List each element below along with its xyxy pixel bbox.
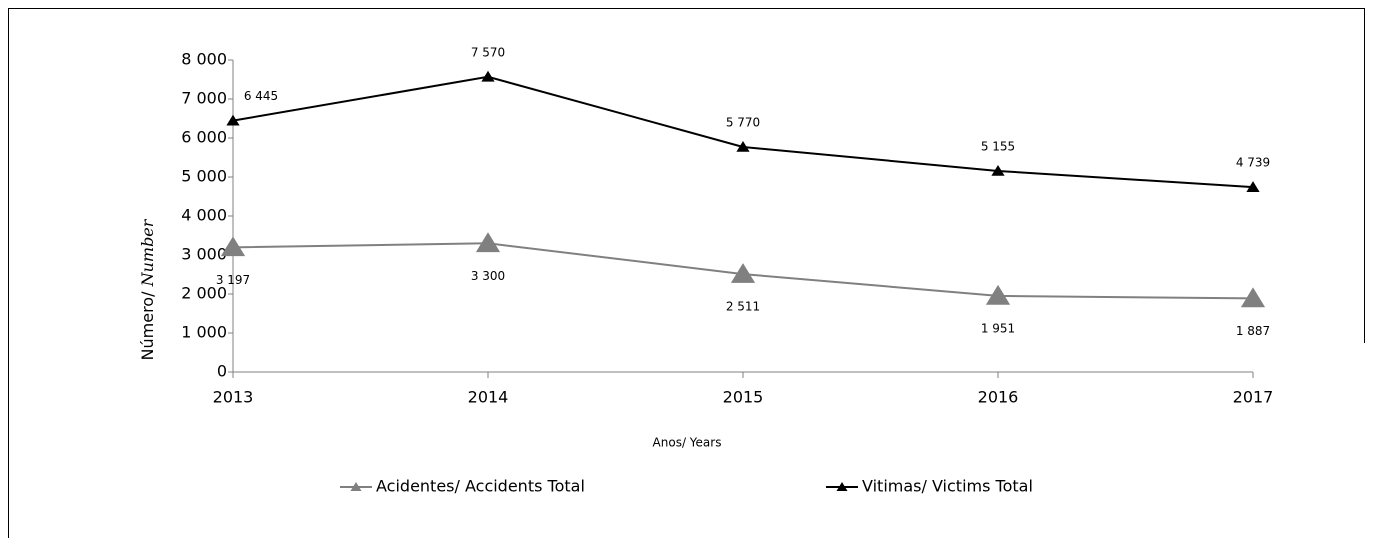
y-tick-label: 4 000 (181, 206, 227, 225)
x-tick-label: 2014 (468, 388, 509, 407)
data-label: 3 300 (471, 269, 505, 283)
y-label-part: Número/ (138, 291, 157, 361)
y-tick-label: 7 000 (181, 89, 227, 108)
x-tick-label: 2015 (723, 388, 764, 407)
data-label: 5 770 (726, 115, 760, 129)
y-label-italic: Number (138, 218, 157, 287)
x-tick-label: 2017 (1233, 388, 1274, 407)
data-label: 1 951 (981, 321, 1015, 335)
marker (226, 114, 240, 126)
marker (1246, 181, 1260, 192)
legend-marker (836, 482, 848, 491)
y-tick-label: 0 (217, 362, 227, 381)
marker (985, 284, 1011, 305)
marker (736, 140, 750, 152)
legend-label: Vitimas/ Victims Total (862, 477, 1033, 496)
data-label: 2 511 (726, 300, 760, 314)
data-label: 7 570 (471, 45, 505, 59)
legend-label: Acidentes/ Accidents Total (376, 477, 585, 496)
y-tick-label: 8 000 (181, 50, 227, 69)
marker (481, 70, 495, 82)
x-tick-label: 2016 (978, 388, 1019, 407)
x-tick-label: 2013 (213, 388, 254, 407)
y-axis-label: Número/ Number (138, 218, 157, 360)
data-label: 5 155 (981, 139, 1015, 153)
marker (991, 164, 1005, 176)
y-tick-label: 5 000 (181, 167, 227, 186)
series-line (232, 75, 1254, 189)
data-label: 6 445 (244, 89, 278, 103)
y-tick-label: 6 000 (181, 128, 227, 147)
data-label: 1 887 (1236, 324, 1270, 338)
legend-marker (350, 482, 362, 491)
frame (8, 8, 1365, 538)
y-tick-label: 2 000 (181, 284, 227, 303)
y-tick-label: 3 000 (181, 245, 227, 264)
marker (1240, 287, 1266, 308)
marker (730, 263, 756, 283)
x-axis-label: Anos/ Years (653, 436, 722, 450)
data-label: 4 739 (1236, 156, 1270, 170)
marker (475, 232, 501, 253)
data-label: 3 197 (216, 273, 250, 287)
y-tick-label: 1 000 (181, 323, 227, 342)
marker (220, 236, 246, 257)
